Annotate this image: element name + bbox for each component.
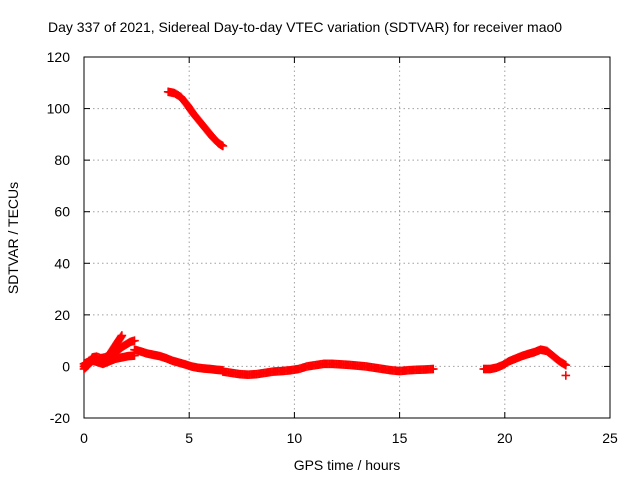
data-point <box>428 364 438 374</box>
series-early-dense-c <box>79 351 139 371</box>
data-point <box>130 336 139 345</box>
chart-title: Day 337 of 2021, Sidereal Day-to-day VTE… <box>48 19 562 35</box>
plot-frame <box>83 56 611 419</box>
y-tick-label: 100 <box>47 101 71 117</box>
y-tick-label: 40 <box>54 255 70 271</box>
y-tick-label: 20 <box>54 307 70 323</box>
y-tick-label: 80 <box>54 152 70 168</box>
tick-layer: 0 5 10 15 20 25 -20 0 20 40 60 80 100 120 <box>47 49 618 446</box>
x-axis-label: GPS time / hours <box>294 457 401 473</box>
y-axis-label: SDTVAR / TECUs <box>5 182 21 294</box>
x-tick-label: 5 <box>185 430 193 446</box>
y-tick-label: 60 <box>54 204 70 220</box>
series-high-arc <box>163 87 228 151</box>
data-point <box>561 360 571 370</box>
series-late <box>479 345 571 374</box>
data-point <box>561 371 571 380</box>
x-tick-label: 25 <box>602 430 618 446</box>
x-tick-label: 0 <box>80 430 88 446</box>
x-tick-label: 20 <box>497 430 513 446</box>
series-decay <box>130 345 228 375</box>
data-layer <box>79 87 571 380</box>
data-point <box>218 141 228 151</box>
y-tick-label: -20 <box>50 410 70 426</box>
series-outlier <box>561 371 571 380</box>
y-tick-label: 120 <box>47 49 71 65</box>
x-tick-label: 10 <box>287 430 303 446</box>
series-mid-flat <box>218 359 438 379</box>
data-point <box>117 331 127 340</box>
grid-layer <box>84 57 610 418</box>
y-tick-label: 0 <box>62 358 70 374</box>
x-tick-label: 15 <box>392 430 408 446</box>
